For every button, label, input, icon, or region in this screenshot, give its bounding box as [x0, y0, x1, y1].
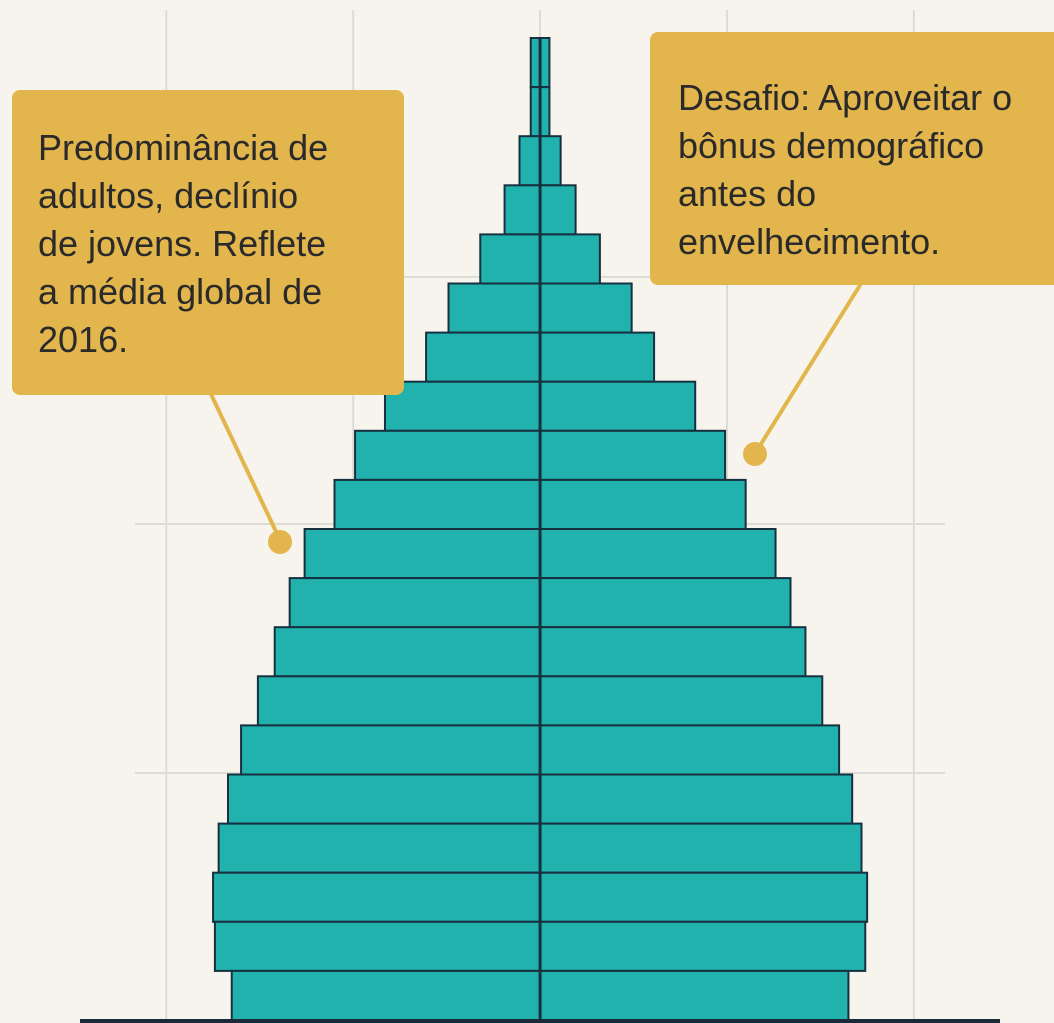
leader-line: [208, 391, 282, 541]
callout-box: [650, 32, 1054, 285]
annotation-text: envelhecimento.: [678, 221, 940, 262]
callout-box: [12, 90, 404, 395]
leader-line: [754, 280, 864, 454]
leader-dot: [743, 442, 767, 466]
annotation-text: de jovens. Reflete: [38, 223, 326, 264]
leader-dot: [268, 530, 292, 554]
annotations: Predominância de adultos, declínio de jove…: [12, 32, 1054, 554]
annotation-text: Predominância de: [38, 127, 328, 168]
annotation-text: adultos, declínio: [38, 175, 298, 216]
annotation-text: a média global de: [38, 271, 322, 312]
annotation-text: Desafio: Aproveitar o: [678, 77, 1012, 118]
annotation-text: bônus demográfico: [678, 125, 984, 166]
annotation-text: antes do: [678, 173, 816, 214]
annotation-text: 2016.: [38, 319, 128, 360]
